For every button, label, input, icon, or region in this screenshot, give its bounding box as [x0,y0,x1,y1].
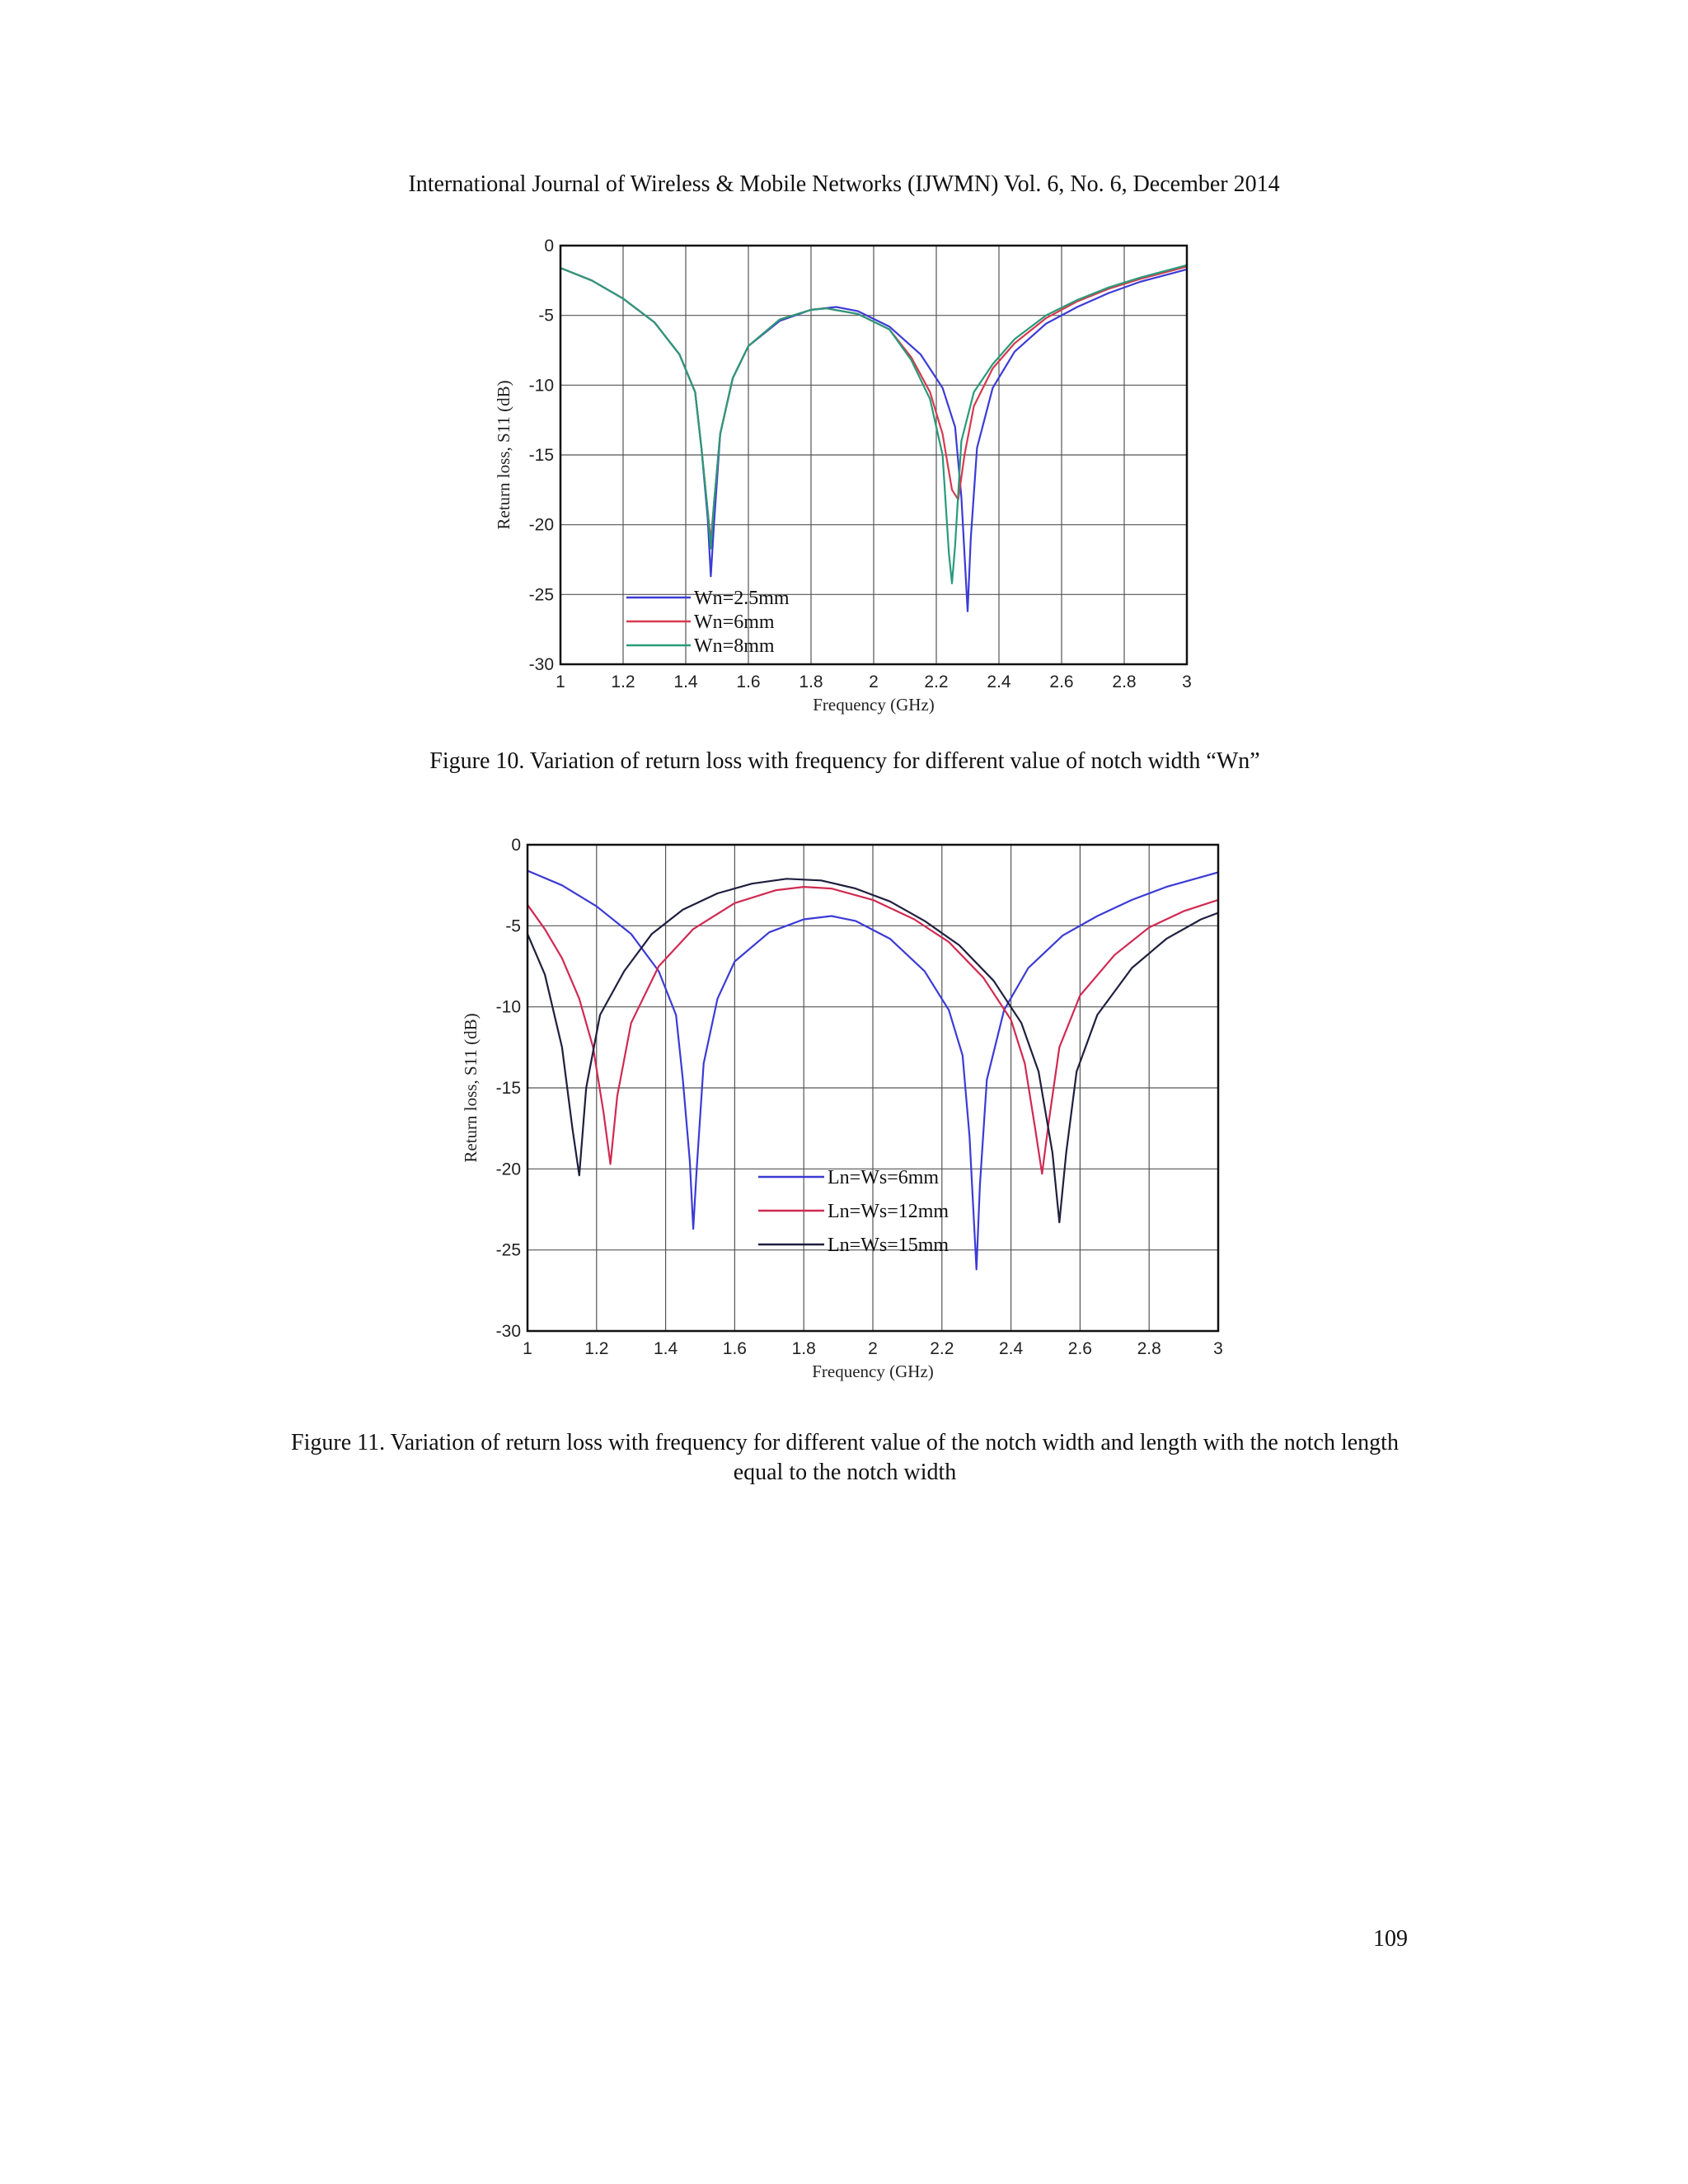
running-header: International Journal of Wireless & Mobi… [408,171,1280,197]
legend-label: Ln=Ws=15mm [828,1235,949,1256]
x-tick-label: 2.2 [924,673,948,691]
y-tick-label: -30 [496,1322,521,1341]
y-tick-label: 0 [511,836,521,855]
x-axis-label: Frequency (GHz) [813,695,935,715]
legend-label: Ln=Ws=12mm [828,1201,949,1222]
y-axis-label: Return loss, S11 (dB) [494,380,513,529]
x-axis-label: Frequency (GHz) [812,1361,934,1381]
y-tick-label: -5 [538,307,554,326]
x-tick-label: 1.6 [723,1339,747,1358]
x-tick-label: 1.8 [799,673,823,691]
series-line-0 [527,869,1219,1271]
figure-10-caption: Figure 10. Variation of return loss with… [429,748,1260,774]
y-tick-label: -5 [505,916,521,935]
x-tick-label: 2.4 [999,1339,1024,1358]
x-tick-label: 2.8 [1112,673,1136,691]
series-line-2 [526,878,1219,1224]
x-tick-label: 1.2 [611,673,635,691]
y-tick-label: -10 [529,376,554,395]
y-axis-label: Return loss, S11 (dB) [461,1013,481,1162]
legend-label: Ln=Ws=6mm [828,1167,939,1188]
x-tick-label: 2.6 [1049,673,1073,691]
x-tick-label: 2.6 [1068,1339,1092,1358]
x-tick-label: 2.8 [1137,1339,1161,1358]
y-tick-label: -15 [496,1079,521,1098]
legend-label: Wn=2.5mm [694,588,790,609]
y-tick-label: -20 [496,1160,521,1179]
x-tick-label: 2 [868,1339,878,1358]
figure-10: 1 1.2 1.4 1.6 1.8 2 2.2 2.4 2.6 2.8 3 0 -5 -10 -15 -20 -… [478,223,1220,738]
plot-frame [559,244,1189,666]
x-tick-label: 1.4 [654,1339,678,1358]
legend-label: Wn=6mm [694,612,775,633]
x-tick-label: 2.2 [930,1339,954,1358]
plot-frame [526,843,1220,1333]
y-tick-label: -15 [529,446,554,465]
series-line-1 [527,886,1219,1175]
y-tick-label: 0 [544,237,554,255]
page-number: 109 [1373,1926,1408,1952]
x-tick-label: 1.4 [673,673,698,691]
x-tick-label: 3 [1213,1339,1223,1358]
x-tick-label: 1 [523,1339,532,1358]
x-tick-label: 1.8 [792,1339,816,1358]
figure-11-caption: Figure 11. Variation of return loss with… [291,1430,1399,1485]
x-tick-label: 2 [869,673,879,691]
y-tick-label: -30 [529,655,554,674]
legend-label: Wn=8mm [694,635,775,657]
x-tick-label: 2.4 [987,673,1011,691]
x-tick-label: 1.2 [584,1339,608,1358]
y-tick-label: -10 [496,998,521,1017]
y-tick-label: -25 [496,1241,521,1260]
y-tick-label: -25 [529,585,554,604]
x-tick-label: 3 [1182,673,1192,691]
x-tick-label: 1.6 [736,673,760,691]
figure-11: 1 1.2 1.4 1.6 1.8 2 2.2 2.4 2.6 2.8 3 0 -5 -10 -15 -20 -… [445,820,1269,1418]
x-tick-label: 1 [556,673,565,691]
series-line-2 [560,264,1188,584]
figure-11-chart: 1 1.2 1.4 1.6 1.8 2 2.2 2.4 2.6 2.8 3 0 -5 -10 -15 -20 -… [461,836,1223,1381]
figure-10-chart: 1 1.2 1.4 1.6 1.8 2 2.2 2.4 2.6 2.8 3 0 -5 -10 -15 -20 -… [494,237,1192,715]
y-tick-label: -20 [529,516,554,535]
